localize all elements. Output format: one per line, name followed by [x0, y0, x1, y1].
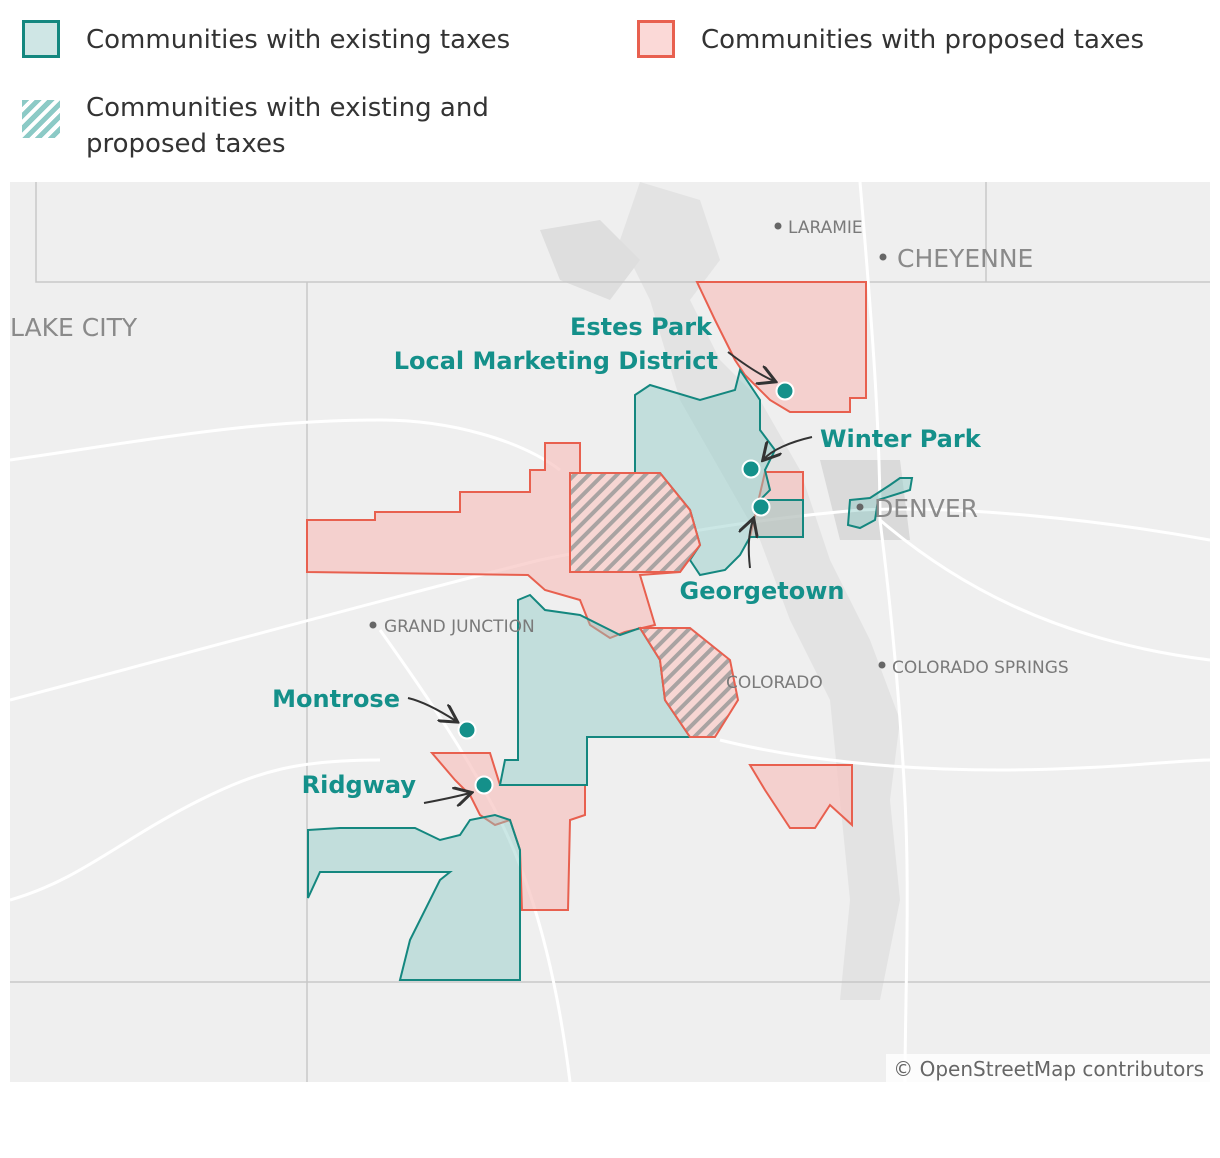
place-label: CHEYENNE [897, 244, 1033, 273]
proposed-area [695, 281, 867, 413]
place-label: LAKE CITY [10, 313, 138, 342]
community-label: Local Marketing District [394, 347, 718, 375]
community-label: Ridgway [302, 771, 417, 799]
place-label: GRAND JUNCTION [384, 617, 535, 637]
place-label: LARAMIE [788, 218, 863, 238]
place-label: COLORADO [726, 673, 823, 693]
existing-area [846, 477, 914, 530]
arrow [423, 793, 470, 803]
community-label: Estes Park [570, 313, 713, 341]
existing-proposed-area [569, 472, 702, 573]
arrow [407, 697, 456, 721]
community-label: Georgetown [680, 577, 845, 605]
place-label: COLORADO SPRINGS [892, 658, 1069, 678]
existing-proposed-area [638, 627, 740, 738]
legend-swatch [22, 100, 60, 138]
legend-label: Communities with existing taxes [86, 25, 511, 55]
place-dots [369, 222, 887, 669]
legend-swatch [22, 20, 60, 58]
arrow [764, 436, 813, 459]
arrow [727, 351, 774, 381]
legend-label: Communities with proposed taxes [701, 25, 1145, 55]
proposed-area [748, 764, 853, 829]
legend-swatch [637, 20, 675, 58]
legend-label: Communities with existing and proposed t… [86, 93, 489, 159]
arrow [749, 520, 753, 569]
community-label: Winter Park [820, 425, 982, 453]
community-label: Montrose [272, 685, 400, 713]
place-label: DENVER [874, 494, 978, 523]
attribution: © OpenStreetMap contributors [893, 1057, 1204, 1081]
existing-area [307, 813, 521, 981]
community-dots [457, 381, 795, 795]
